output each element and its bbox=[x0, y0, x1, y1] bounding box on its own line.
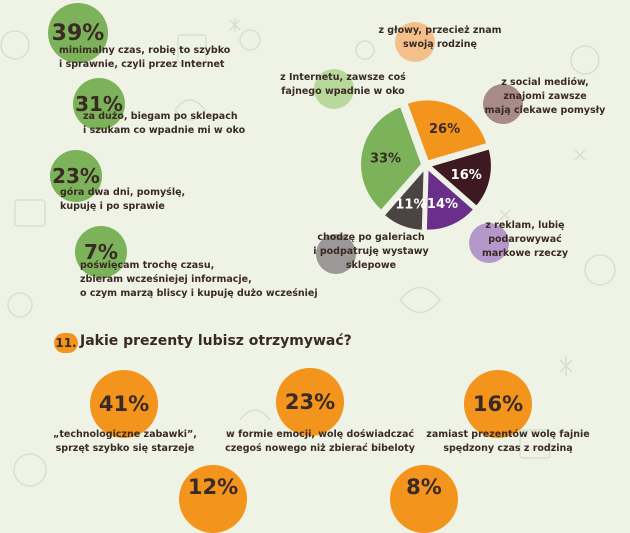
pie-callout: chodzę po galeriach i podpatruję wystawy… bbox=[313, 232, 429, 271]
ornament-doodle-icon bbox=[239, 29, 261, 51]
time-stat-percent: 23% bbox=[52, 164, 100, 188]
pie-callout: z reklam, lubię podarowywać markowe rzec… bbox=[481, 220, 569, 259]
ornament-doodle-icon bbox=[0, 30, 30, 60]
gift-doodle-icon bbox=[519, 429, 551, 459]
pie-slice bbox=[405, 98, 489, 163]
gift-stat-text: „technologiczne zabawki”, sprzęt szybko … bbox=[53, 429, 197, 454]
pie-slice-label: 26% bbox=[429, 122, 460, 137]
gift-stat-percent: 41% bbox=[98, 392, 150, 416]
pie-slice-label: 16% bbox=[451, 168, 482, 183]
pie-slice-label: 33% bbox=[370, 151, 401, 166]
ornament-doodle-icon bbox=[7, 292, 33, 318]
question-title: Jakie prezenty lubisz otrzymywać? bbox=[80, 333, 352, 349]
gift-stat-text: zamiast prezentów wolę fajnie spędzony c… bbox=[426, 429, 590, 454]
pie-slice-label: 14% bbox=[427, 197, 458, 212]
time-stat-percent: 39% bbox=[51, 20, 105, 46]
gift-doodle-icon bbox=[14, 199, 46, 227]
time-stat-text: poświęcam trochę czasu, zbieram wcześnie… bbox=[80, 260, 318, 299]
pie-slice bbox=[427, 147, 493, 209]
gift-stat-percent: 16% bbox=[472, 392, 524, 416]
time-stat-circle: 31% bbox=[73, 78, 125, 130]
candy-doodle-icon bbox=[399, 286, 441, 314]
time-stat-text: minimalny czas, robię to szybko i sprawn… bbox=[59, 45, 231, 70]
question-number: 11. bbox=[54, 333, 78, 353]
gift-stat-percent: 23% bbox=[284, 390, 336, 414]
ornament-doodle-icon bbox=[570, 45, 600, 75]
pie-slice bbox=[359, 104, 424, 213]
pie-callout: z social mediów, znajomi zawsze mają cie… bbox=[484, 77, 606, 116]
pie-callout-bubble bbox=[469, 223, 509, 263]
time-stat-percent: 7% bbox=[84, 240, 118, 264]
pie-chart: 26% 16% 14%11% 33% bbox=[314, 22, 523, 274]
candy-doodle-icon bbox=[239, 409, 271, 421]
pie-callout-bubble bbox=[483, 84, 523, 124]
pie-callout-bubble bbox=[395, 22, 435, 62]
pie-slice bbox=[382, 165, 426, 232]
time-stat-circle: 23% bbox=[50, 150, 102, 202]
pie-callout-bubble bbox=[316, 234, 356, 274]
pie-callout: z Internetu, zawsze coś fajnego wpadnie … bbox=[280, 72, 406, 97]
snowflake-doodle-icon bbox=[559, 356, 573, 376]
snowflake-doodle-icon bbox=[499, 209, 511, 221]
gift-stat-circle: 12% bbox=[179, 465, 247, 533]
gift-stat-circle: 16% bbox=[464, 370, 532, 438]
snowflake-doodle-icon bbox=[229, 18, 241, 32]
time-stat-percent: 31% bbox=[75, 92, 123, 116]
gift-stat-percent: 8% bbox=[406, 475, 442, 499]
gift-stat-circle: 23% bbox=[276, 368, 344, 436]
pie-callout-bubble bbox=[314, 69, 354, 109]
ornament-doodle-icon bbox=[13, 453, 47, 487]
snowflake-doodle-icon bbox=[574, 149, 586, 161]
gift-doodle-icon bbox=[177, 34, 207, 64]
ornament-doodle-icon bbox=[355, 40, 375, 60]
time-stat-text: góra dwa dni, pomyślę, kupuję i po spraw… bbox=[60, 187, 186, 212]
ornament-doodle-icon bbox=[584, 254, 616, 286]
gift-stat-circle: 41% bbox=[90, 370, 158, 438]
background-doodles bbox=[0, 18, 616, 487]
pie-callout: z głowy, przecież znam swoją rodzinę bbox=[378, 25, 502, 50]
time-stat-circle: 39% bbox=[48, 3, 108, 63]
candy-doodle-icon bbox=[174, 99, 206, 121]
gift-stat-text: w formie emocji, wolę doświadczać czegoś… bbox=[225, 429, 415, 454]
time-stat-circle: 7% bbox=[75, 226, 127, 278]
pie-slice-label: 11% bbox=[395, 197, 426, 212]
pie-slice bbox=[424, 166, 476, 232]
gift-stat-percent: 12% bbox=[187, 475, 239, 499]
time-stat-text: za dużo, biegam po sklepach i szukam co … bbox=[83, 111, 246, 136]
gift-stat-circle: 8% bbox=[390, 465, 458, 533]
